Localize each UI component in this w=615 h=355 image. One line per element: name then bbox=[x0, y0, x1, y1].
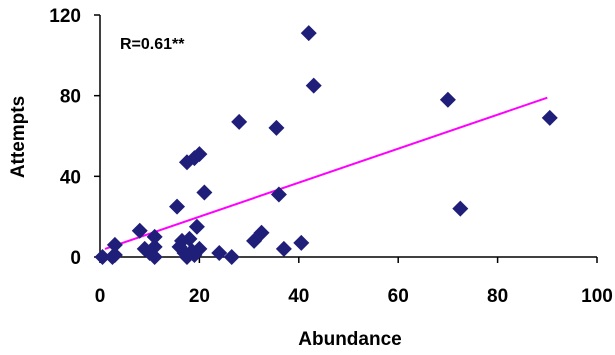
data-point bbox=[300, 25, 317, 42]
data-point bbox=[188, 218, 205, 235]
y-tick-label: 40 bbox=[60, 167, 81, 188]
data-point bbox=[211, 244, 228, 261]
data-point bbox=[146, 249, 163, 265]
data-point bbox=[191, 146, 208, 163]
data-point bbox=[305, 77, 322, 94]
data-point bbox=[275, 240, 292, 257]
x-tick-label: 80 bbox=[487, 286, 508, 307]
y-ticks: 0 40 80 120 bbox=[49, 6, 100, 269]
data-point bbox=[231, 113, 248, 130]
trendline bbox=[104, 96, 548, 250]
data-point bbox=[94, 249, 111, 265]
data-points bbox=[94, 25, 558, 265]
x-tick-label: 60 bbox=[388, 286, 409, 307]
x-tick-label: 40 bbox=[288, 286, 309, 307]
data-point bbox=[439, 91, 456, 108]
data-point bbox=[452, 200, 469, 217]
data-point bbox=[131, 222, 148, 239]
x-ticks: 0 20 40 60 80 100 bbox=[95, 257, 613, 307]
data-point bbox=[270, 186, 287, 203]
x-tick-label: 100 bbox=[581, 286, 613, 307]
x-tick-label: 0 bbox=[95, 286, 106, 307]
y-tick-label: 80 bbox=[60, 87, 81, 108]
data-point bbox=[146, 238, 163, 255]
correlation-annotation: R=0.61** bbox=[120, 36, 185, 53]
y-axis-title: Attempts bbox=[8, 96, 29, 178]
data-point bbox=[181, 230, 198, 247]
data-point bbox=[541, 109, 558, 126]
data-point bbox=[169, 198, 186, 215]
data-point bbox=[293, 234, 310, 251]
data-point bbox=[253, 224, 270, 241]
x-axis-title: Abundance bbox=[298, 329, 401, 350]
data-point bbox=[146, 228, 163, 245]
y-tick-label: 0 bbox=[70, 248, 81, 269]
data-point bbox=[223, 249, 240, 265]
data-point bbox=[106, 236, 123, 253]
y-tick-label: 120 bbox=[49, 6, 81, 27]
data-point bbox=[191, 240, 208, 257]
data-point bbox=[268, 119, 285, 136]
data-point bbox=[196, 184, 213, 201]
data-point bbox=[106, 246, 123, 263]
x-tick-label: 20 bbox=[189, 286, 210, 307]
